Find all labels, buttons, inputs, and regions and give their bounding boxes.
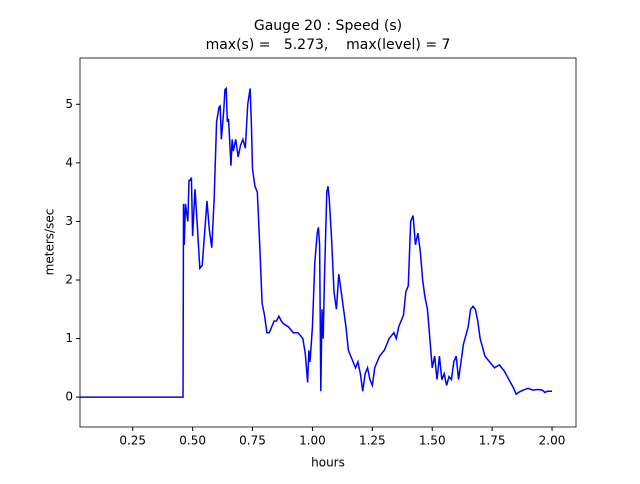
y-tick-label: 5 bbox=[65, 97, 73, 111]
x-tick-label: 1.50 bbox=[419, 434, 446, 448]
y-tick-label: 3 bbox=[65, 214, 73, 228]
x-tick-label: 2.00 bbox=[539, 434, 566, 448]
x-axis-label: hours bbox=[311, 456, 345, 470]
x-tick-label: 1.00 bbox=[299, 434, 326, 448]
y-tick-label: 2 bbox=[65, 272, 73, 286]
x-tick-label: 0.75 bbox=[239, 434, 266, 448]
y-tick-label: 4 bbox=[65, 155, 73, 169]
x-tick-label: 1.75 bbox=[479, 434, 506, 448]
x-tick-label: 0.25 bbox=[119, 434, 146, 448]
y-axis-label: meters/sec bbox=[43, 209, 57, 276]
chart-subtitle: max(s) = 5.273, max(level) = 7 bbox=[206, 37, 451, 53]
y-tick-label: 1 bbox=[65, 331, 73, 345]
x-tick-label: 1.25 bbox=[359, 434, 386, 448]
chart-title: Gauge 20 : Speed (s) bbox=[254, 18, 402, 34]
plot-frame bbox=[79, 57, 577, 428]
y-tick-label: 0 bbox=[65, 390, 73, 404]
data-line bbox=[80, 86, 553, 398]
x-tick-label: 0.50 bbox=[179, 434, 206, 448]
